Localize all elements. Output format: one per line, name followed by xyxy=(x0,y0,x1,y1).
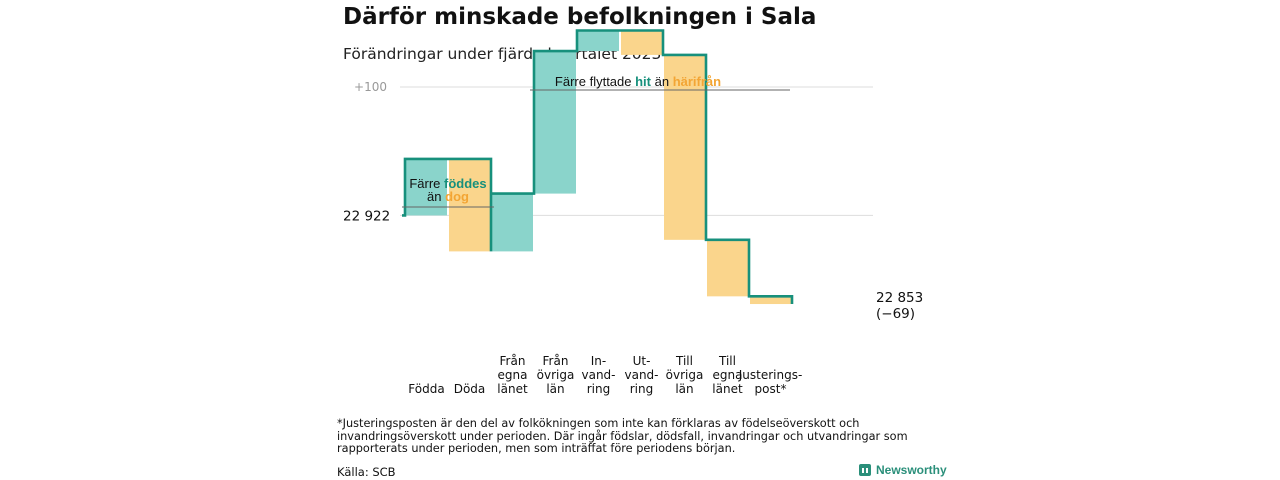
annotation-highlight-gain: hit xyxy=(635,74,652,89)
waterfall-bar xyxy=(535,51,576,194)
x-tick-label: In- xyxy=(591,354,606,368)
waterfall-bar xyxy=(750,296,791,305)
x-tick-label: Justerings- xyxy=(738,368,803,382)
waterfall-bar xyxy=(449,158,490,252)
annotation-text: än xyxy=(427,189,445,204)
brand-logo: Newsworthy xyxy=(859,463,947,477)
footnote: *Justeringsposten är den del av folkökni… xyxy=(337,417,908,455)
annotation-text: Färre flyttade xyxy=(555,74,635,89)
x-tick-label: Ut- xyxy=(633,354,651,368)
waterfall-bar xyxy=(621,30,662,55)
x-tick-label: Från xyxy=(543,354,569,368)
start-value-label: 22 922 xyxy=(343,208,390,224)
x-tick-label: egna xyxy=(498,368,528,382)
x-tick-label: övriga xyxy=(666,368,704,382)
waterfall-bar xyxy=(492,193,533,252)
running-total-line xyxy=(402,29,794,305)
x-tick-label: länet xyxy=(497,382,528,396)
annotation-births-deaths-line2: än dog xyxy=(427,189,469,204)
y-tick-label: +100 xyxy=(354,80,387,94)
x-tick-label: Födda xyxy=(408,382,444,396)
x-tick-label: ring xyxy=(587,382,611,396)
annotation-text: än xyxy=(651,74,673,89)
x-tick-label: vand- xyxy=(581,368,615,382)
x-tick-label: post* xyxy=(755,382,787,396)
brand-name: Newsworthy xyxy=(876,463,947,477)
end-change-label: (−69) xyxy=(876,306,915,322)
annotation-highlight-loss: härifrån xyxy=(673,74,721,89)
x-tick-label: län xyxy=(675,382,693,396)
annotation-births-deaths-line1: Färre föddes xyxy=(409,176,486,191)
x-tick-label: Döda xyxy=(454,382,486,396)
x-tick-label: övriga xyxy=(537,368,575,382)
x-tick-label: Från xyxy=(500,354,526,368)
annotation-migration: Färre flyttade hit än härifrån xyxy=(555,74,721,89)
waterfall-bar xyxy=(664,54,705,240)
x-tick-label: Till xyxy=(675,354,693,368)
x-tick-label: Till xyxy=(718,354,736,368)
x-tick-label: ring xyxy=(630,382,654,396)
annotation-highlight-loss: dog xyxy=(445,189,469,204)
end-value-label: 22 853 xyxy=(876,290,923,306)
x-tick-label: länet xyxy=(712,382,743,396)
waterfall-bar xyxy=(406,158,447,216)
annotation-text: Färre xyxy=(409,176,444,191)
waterfall-bar xyxy=(707,239,748,297)
newsworthy-icon xyxy=(859,464,871,476)
source-credit: Källa: SCB xyxy=(337,465,396,479)
x-tick-label: egna xyxy=(713,368,743,382)
annotation-highlight-gain: föddes xyxy=(444,176,487,191)
x-tick-label: vand- xyxy=(624,368,658,382)
waterfall-bar xyxy=(578,30,619,52)
x-tick-label: län xyxy=(546,382,564,396)
chart-title: Därför minskade befolkningen i Sala xyxy=(343,4,817,30)
